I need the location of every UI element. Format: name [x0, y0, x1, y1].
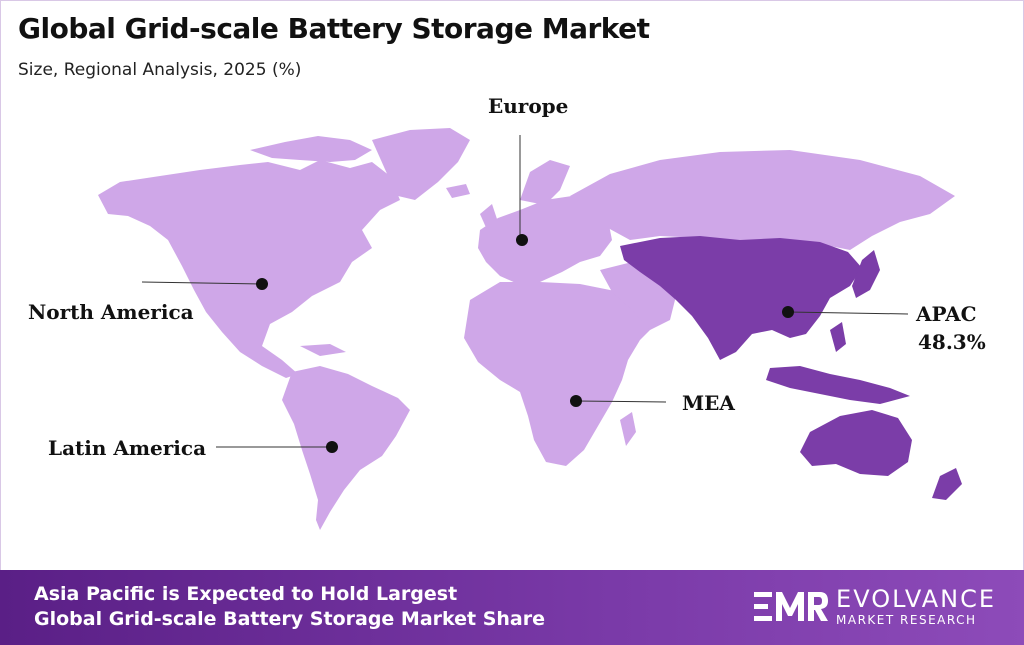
emr-logo-icon [754, 592, 829, 621]
world-map [98, 128, 962, 530]
region-europe [478, 196, 612, 284]
marker-apac [782, 306, 794, 318]
footer-text: Asia Pacific is Expected to Hold Largest… [34, 582, 545, 632]
region-japan [852, 250, 880, 298]
label-latin-america: Latin America [48, 436, 207, 460]
region-scandinavia [520, 160, 570, 205]
region-apac [620, 236, 862, 360]
label-north-america: North America [28, 300, 194, 324]
region-new-zealand [932, 468, 962, 500]
logo-subtitle: MARKET RESEARCH [836, 613, 977, 627]
footer-banner: Asia Pacific is Expected to Hold Largest… [0, 570, 1024, 645]
region-greenland [372, 128, 470, 200]
region-north-america [98, 160, 400, 378]
region-mea [464, 282, 660, 466]
region-australia [800, 410, 912, 476]
region-philippines [830, 322, 846, 352]
logo-name: EVOLVANCE [836, 585, 996, 613]
marker-north-america [256, 278, 268, 290]
connector-apac [787, 311, 909, 315]
label-europe: Europe [488, 94, 569, 118]
label-apac-value: 48.3% [918, 330, 986, 354]
region-sea-islands [766, 366, 910, 404]
marker-mea [570, 395, 582, 407]
region-north-america-arctic [250, 136, 372, 162]
footer-line-1: Asia Pacific is Expected to Hold Largest [34, 583, 458, 605]
marker-europe [516, 234, 528, 246]
footer-line-2: Global Grid-scale Battery Storage Market… [34, 608, 546, 630]
page-title: Global Grid-scale Battery Storage Market [18, 12, 650, 45]
connector-mea [575, 400, 667, 403]
connector-north-america [141, 281, 263, 285]
region-iceland [446, 184, 470, 198]
region-russia [570, 150, 955, 250]
region-uk [480, 204, 498, 232]
region-cuba [300, 344, 346, 356]
logo-text: EVOLVANCE MARKET RESEARCH [836, 586, 996, 628]
region-latin-america [282, 366, 410, 530]
label-mea: MEA [682, 391, 735, 415]
page-subtitle: Size, Regional Analysis, 2025 (%) [18, 60, 302, 80]
label-apac: APAC [916, 302, 977, 326]
company-logo: EVOLVANCE MARKET RESEARCH [752, 584, 996, 630]
marker-latin-america [326, 441, 338, 453]
region-madagascar [620, 412, 636, 446]
